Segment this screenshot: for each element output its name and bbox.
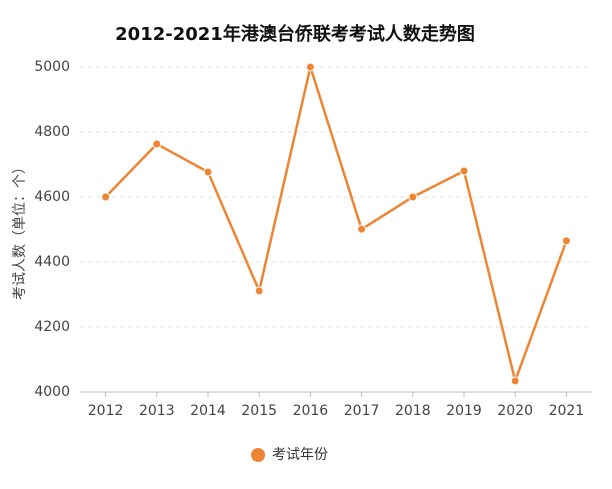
x-tick-label: 2020: [497, 403, 533, 419]
point: [101, 192, 111, 202]
legend-label: 考试年份: [272, 447, 328, 463]
x-tick-label: 2014: [190, 403, 226, 419]
point: [254, 286, 264, 296]
x-tick-label: 2018: [395, 403, 431, 419]
y-tick-label: 4200: [34, 319, 70, 335]
y-axis-label: 考试人数（单位：个）: [12, 160, 28, 300]
x-tick-label: 2013: [139, 403, 175, 419]
point: [203, 167, 213, 177]
y-tick-label: 4400: [34, 254, 70, 270]
x-tick-label: 2021: [549, 403, 585, 419]
point: [459, 166, 469, 176]
point: [561, 236, 571, 246]
point: [408, 192, 418, 202]
chart-title: 2012-2021年港澳台侨联考考试人数走势图: [115, 23, 475, 45]
point: [305, 62, 315, 72]
x-tick-label: 2019: [446, 403, 482, 419]
point: [152, 139, 162, 149]
x-tick-label: 2016: [293, 403, 329, 419]
y-tick-label: 4600: [34, 189, 70, 205]
y-tick-label: 4800: [34, 124, 70, 140]
x-tick-label: 2015: [241, 403, 277, 419]
x-tick-label: 2012: [88, 403, 124, 419]
y-tick-label: 4000: [34, 384, 70, 400]
point: [357, 224, 367, 234]
legend-marker: [251, 448, 265, 462]
x-tick-label: 2017: [344, 403, 380, 419]
line: [104, 62, 568, 386]
y-tick-label: 5000: [34, 59, 70, 75]
point: [510, 376, 520, 386]
